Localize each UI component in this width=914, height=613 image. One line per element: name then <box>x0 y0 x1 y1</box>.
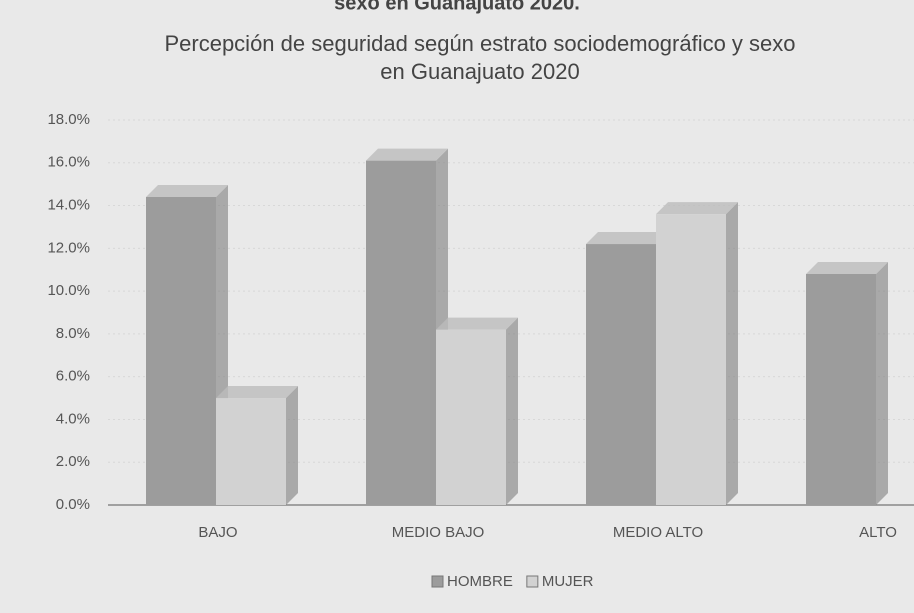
bar-side <box>876 262 888 505</box>
background <box>0 0 914 613</box>
bar-top <box>216 386 298 398</box>
x-tick-label: ALTO <box>859 524 897 541</box>
y-tick-label: 16.0% <box>47 154 90 171</box>
y-tick-label: 0.0% <box>56 496 90 513</box>
y-tick-label: 14.0% <box>47 197 90 214</box>
bar-side <box>286 386 298 505</box>
bar-top <box>806 262 888 274</box>
y-tick-label: 6.0% <box>56 368 90 385</box>
bar-side <box>726 202 738 505</box>
bar-top <box>586 232 668 244</box>
y-tick-label: 2.0% <box>56 453 90 470</box>
bar <box>216 398 286 505</box>
x-tick-label: MEDIO ALTO <box>613 524 703 541</box>
bar-top <box>656 202 738 214</box>
bar <box>656 214 726 505</box>
y-tick-label: 12.0% <box>47 239 90 256</box>
y-tick-label: 10.0% <box>47 282 90 299</box>
y-tick-label: 8.0% <box>56 325 90 342</box>
x-tick-label: BAJO <box>198 524 237 541</box>
bar <box>146 197 216 505</box>
y-tick-label: 4.0% <box>56 410 90 427</box>
legend-label: HOMBRE <box>447 573 513 590</box>
x-tick-label: MEDIO BAJO <box>392 524 485 541</box>
chart-supertitle: sexo en Guanajuato 2020. <box>334 0 580 14</box>
bar <box>436 330 506 505</box>
y-tick-label: 18.0% <box>47 111 90 128</box>
bar-top <box>436 318 518 330</box>
bar <box>586 244 656 505</box>
bar-top <box>366 149 448 161</box>
bar <box>366 161 436 505</box>
legend-swatch <box>432 576 443 587</box>
bar <box>806 274 876 505</box>
legend-swatch <box>527 576 538 587</box>
bar-top <box>146 185 228 197</box>
chart: sexo en Guanajuato 2020. Percepción de s… <box>0 0 914 613</box>
legend-label: MUJER <box>542 573 594 590</box>
bar-side <box>506 318 518 505</box>
